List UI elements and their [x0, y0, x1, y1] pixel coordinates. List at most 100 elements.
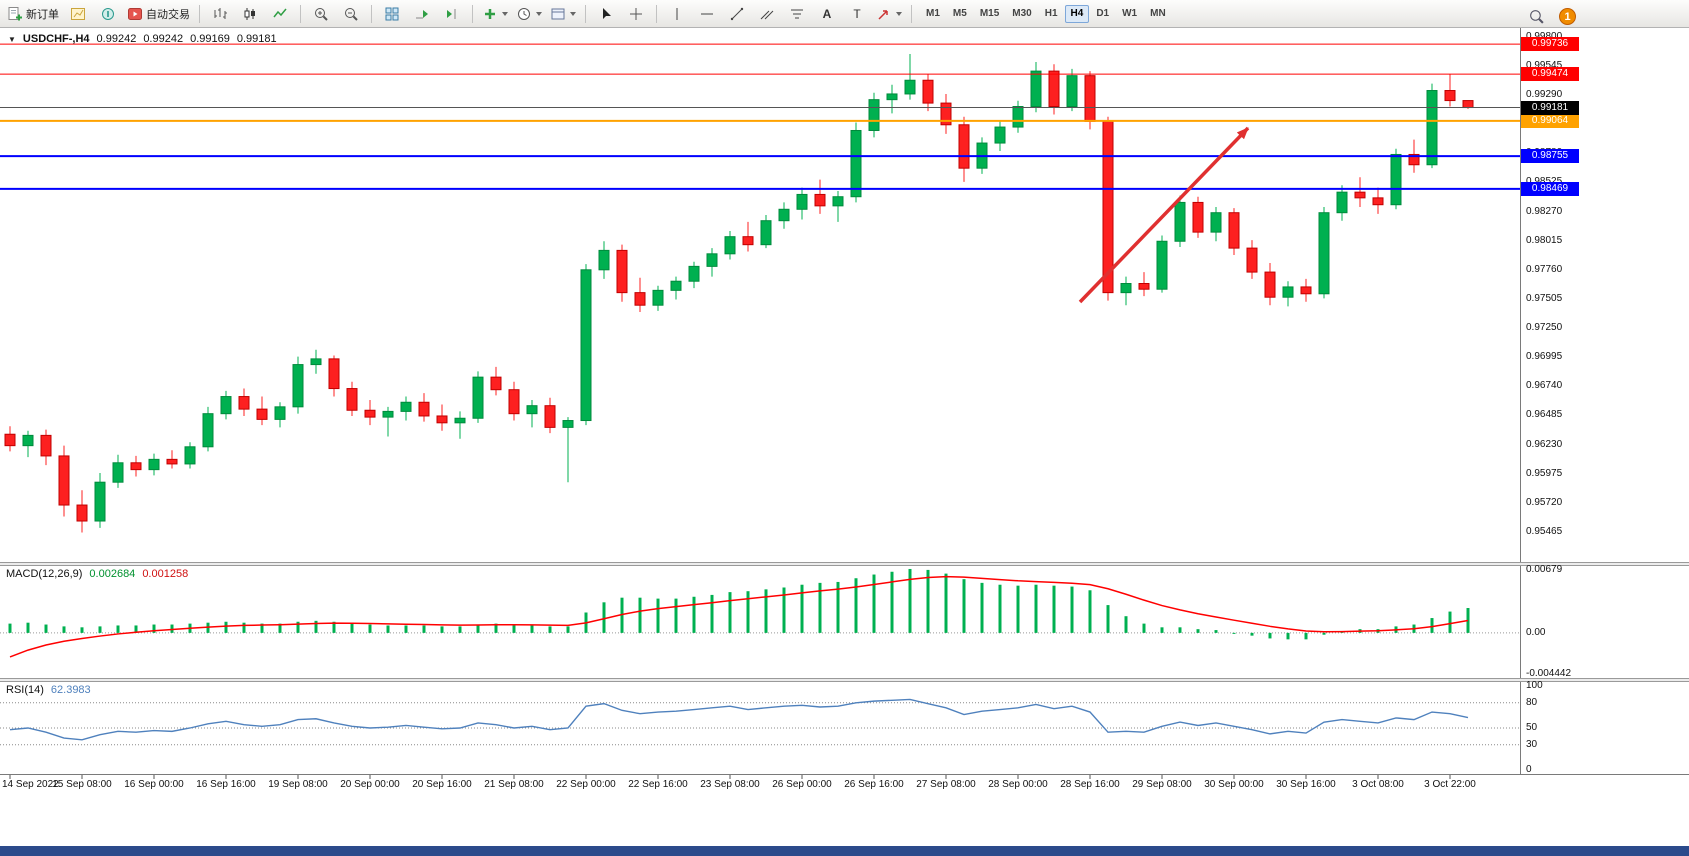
candle	[1120, 283, 1132, 294]
candle	[1390, 153, 1402, 206]
timeframe-button-m5[interactable]: M5	[952, 7, 967, 19]
timeframe-button-mn[interactable]: MN	[1150, 7, 1166, 19]
new-order-button[interactable]: 新订单	[4, 2, 62, 26]
candle	[1174, 201, 1186, 242]
trendline-button[interactable]	[723, 2, 751, 26]
horizontal-line-button[interactable]	[693, 2, 721, 26]
candle	[292, 364, 304, 408]
time-axis-label: 20 Sep 16:00	[412, 779, 472, 790]
timeframe-toolbar: M1 M5 M15 M30 H1 H4 D1 W1 MN	[920, 4, 1172, 23]
zoom-out-button[interactable]	[337, 2, 365, 26]
data-window-button[interactable]	[94, 2, 122, 26]
time-axis-label: 26 Sep 16:00	[844, 779, 904, 790]
text-label-button[interactable]: T	[843, 2, 871, 26]
toolbar-right-cluster: 1	[1522, 4, 1576, 28]
line-chart-icon	[273, 8, 287, 17]
panel-splitter-rsi[interactable]	[0, 678, 1689, 682]
macd-bar	[962, 579, 966, 633]
timeframe-button-w1[interactable]: W1	[1122, 7, 1138, 19]
macd-bar	[728, 592, 732, 633]
rsi-value: 62.3983	[50, 684, 91, 696]
macd-bar	[1232, 632, 1236, 634]
candle	[778, 208, 790, 222]
cursor-icon	[603, 7, 611, 19]
templates-button[interactable]	[547, 2, 579, 26]
rsi-line	[9, 698, 1469, 741]
symbol-dropdown-icon[interactable]: ▼	[8, 34, 16, 44]
time-axis[interactable]	[0, 774, 1689, 798]
timeframe-button-m15[interactable]: M15	[979, 7, 1000, 19]
trend-arrow[interactable]	[1078, 126, 1250, 304]
candle	[400, 401, 412, 412]
macd-bar	[1034, 584, 1038, 633]
templates-icon	[551, 8, 565, 19]
auto-scroll-button[interactable]	[408, 2, 436, 26]
toolbar-separator	[300, 4, 301, 23]
periods-button[interactable]	[513, 2, 545, 26]
candle	[1030, 70, 1042, 108]
candle	[220, 396, 232, 415]
candle	[184, 446, 196, 465]
timeframe-button-m1[interactable]: M1	[926, 7, 940, 19]
macd-bar	[512, 624, 516, 633]
chevron-down-icon	[896, 11, 902, 16]
timeframe-button-m30[interactable]: M30	[1012, 7, 1032, 19]
macd-bar	[1142, 623, 1146, 633]
macd-bar	[890, 571, 894, 633]
candle	[652, 289, 664, 306]
chart-shift-button[interactable]	[438, 2, 466, 26]
macd-bar	[314, 620, 318, 633]
indicators-button[interactable]	[479, 2, 511, 26]
candle	[922, 79, 934, 104]
candle	[148, 458, 160, 471]
macd-bar	[440, 626, 444, 633]
macd-bar	[1160, 627, 1164, 633]
candle	[1282, 286, 1294, 298]
candle	[958, 124, 970, 169]
zoom-in-button[interactable]	[307, 2, 335, 26]
macd-pane	[0, 568, 1520, 658]
candle	[238, 396, 250, 410]
macd-bar	[1304, 632, 1308, 640]
candle	[1264, 271, 1276, 298]
candlestick-chart-icon	[244, 7, 255, 20]
panel-splitter-macd[interactable]	[0, 562, 1689, 566]
text-button[interactable]: A	[813, 2, 841, 26]
time-axis-label: 27 Sep 08:00	[916, 779, 976, 790]
candle	[994, 126, 1006, 144]
candle	[364, 409, 376, 418]
candle	[832, 196, 844, 207]
candlestick-chart-button[interactable]	[236, 2, 264, 26]
time-axis-label: 23 Sep 08:00	[700, 779, 760, 790]
toolbar-separator	[199, 4, 200, 23]
macd-bar	[1016, 585, 1020, 633]
vertical-line-icon	[676, 7, 678, 20]
candle	[724, 236, 736, 255]
toolbar-separator	[472, 4, 473, 23]
crosshair-button[interactable]	[622, 2, 650, 26]
tile-windows-button[interactable]	[378, 2, 406, 26]
arrows-button[interactable]	[873, 2, 905, 26]
candle	[454, 417, 466, 424]
chart-window-button[interactable]	[64, 2, 92, 26]
candle	[904, 79, 916, 95]
time-axis-label: 16 Sep 16:00	[196, 779, 256, 790]
vertical-line-button[interactable]	[663, 2, 691, 26]
cursor-button[interactable]	[592, 2, 620, 26]
price-axis-label: 0.96230	[1526, 438, 1563, 450]
notification-badge[interactable]: 1	[1559, 7, 1576, 25]
macd-value: 0.002684	[89, 568, 136, 580]
line-chart-button[interactable]	[266, 2, 294, 26]
auto-trading-button[interactable]: 自动交易	[124, 2, 193, 26]
fibonacci-button[interactable]	[783, 2, 811, 26]
timeframe-button-h4[interactable]: H4	[1064, 4, 1090, 23]
macd-bar	[1214, 630, 1218, 633]
candle	[850, 129, 862, 198]
timeframe-button-h1[interactable]: H1	[1044, 7, 1058, 19]
horizontal-line-icon	[701, 13, 713, 14]
search-button[interactable]	[1522, 4, 1550, 28]
bar-chart-button[interactable]	[206, 2, 234, 26]
timeframe-button-d1[interactable]: D1	[1096, 7, 1110, 19]
equidistant-channel-button[interactable]	[753, 2, 781, 26]
